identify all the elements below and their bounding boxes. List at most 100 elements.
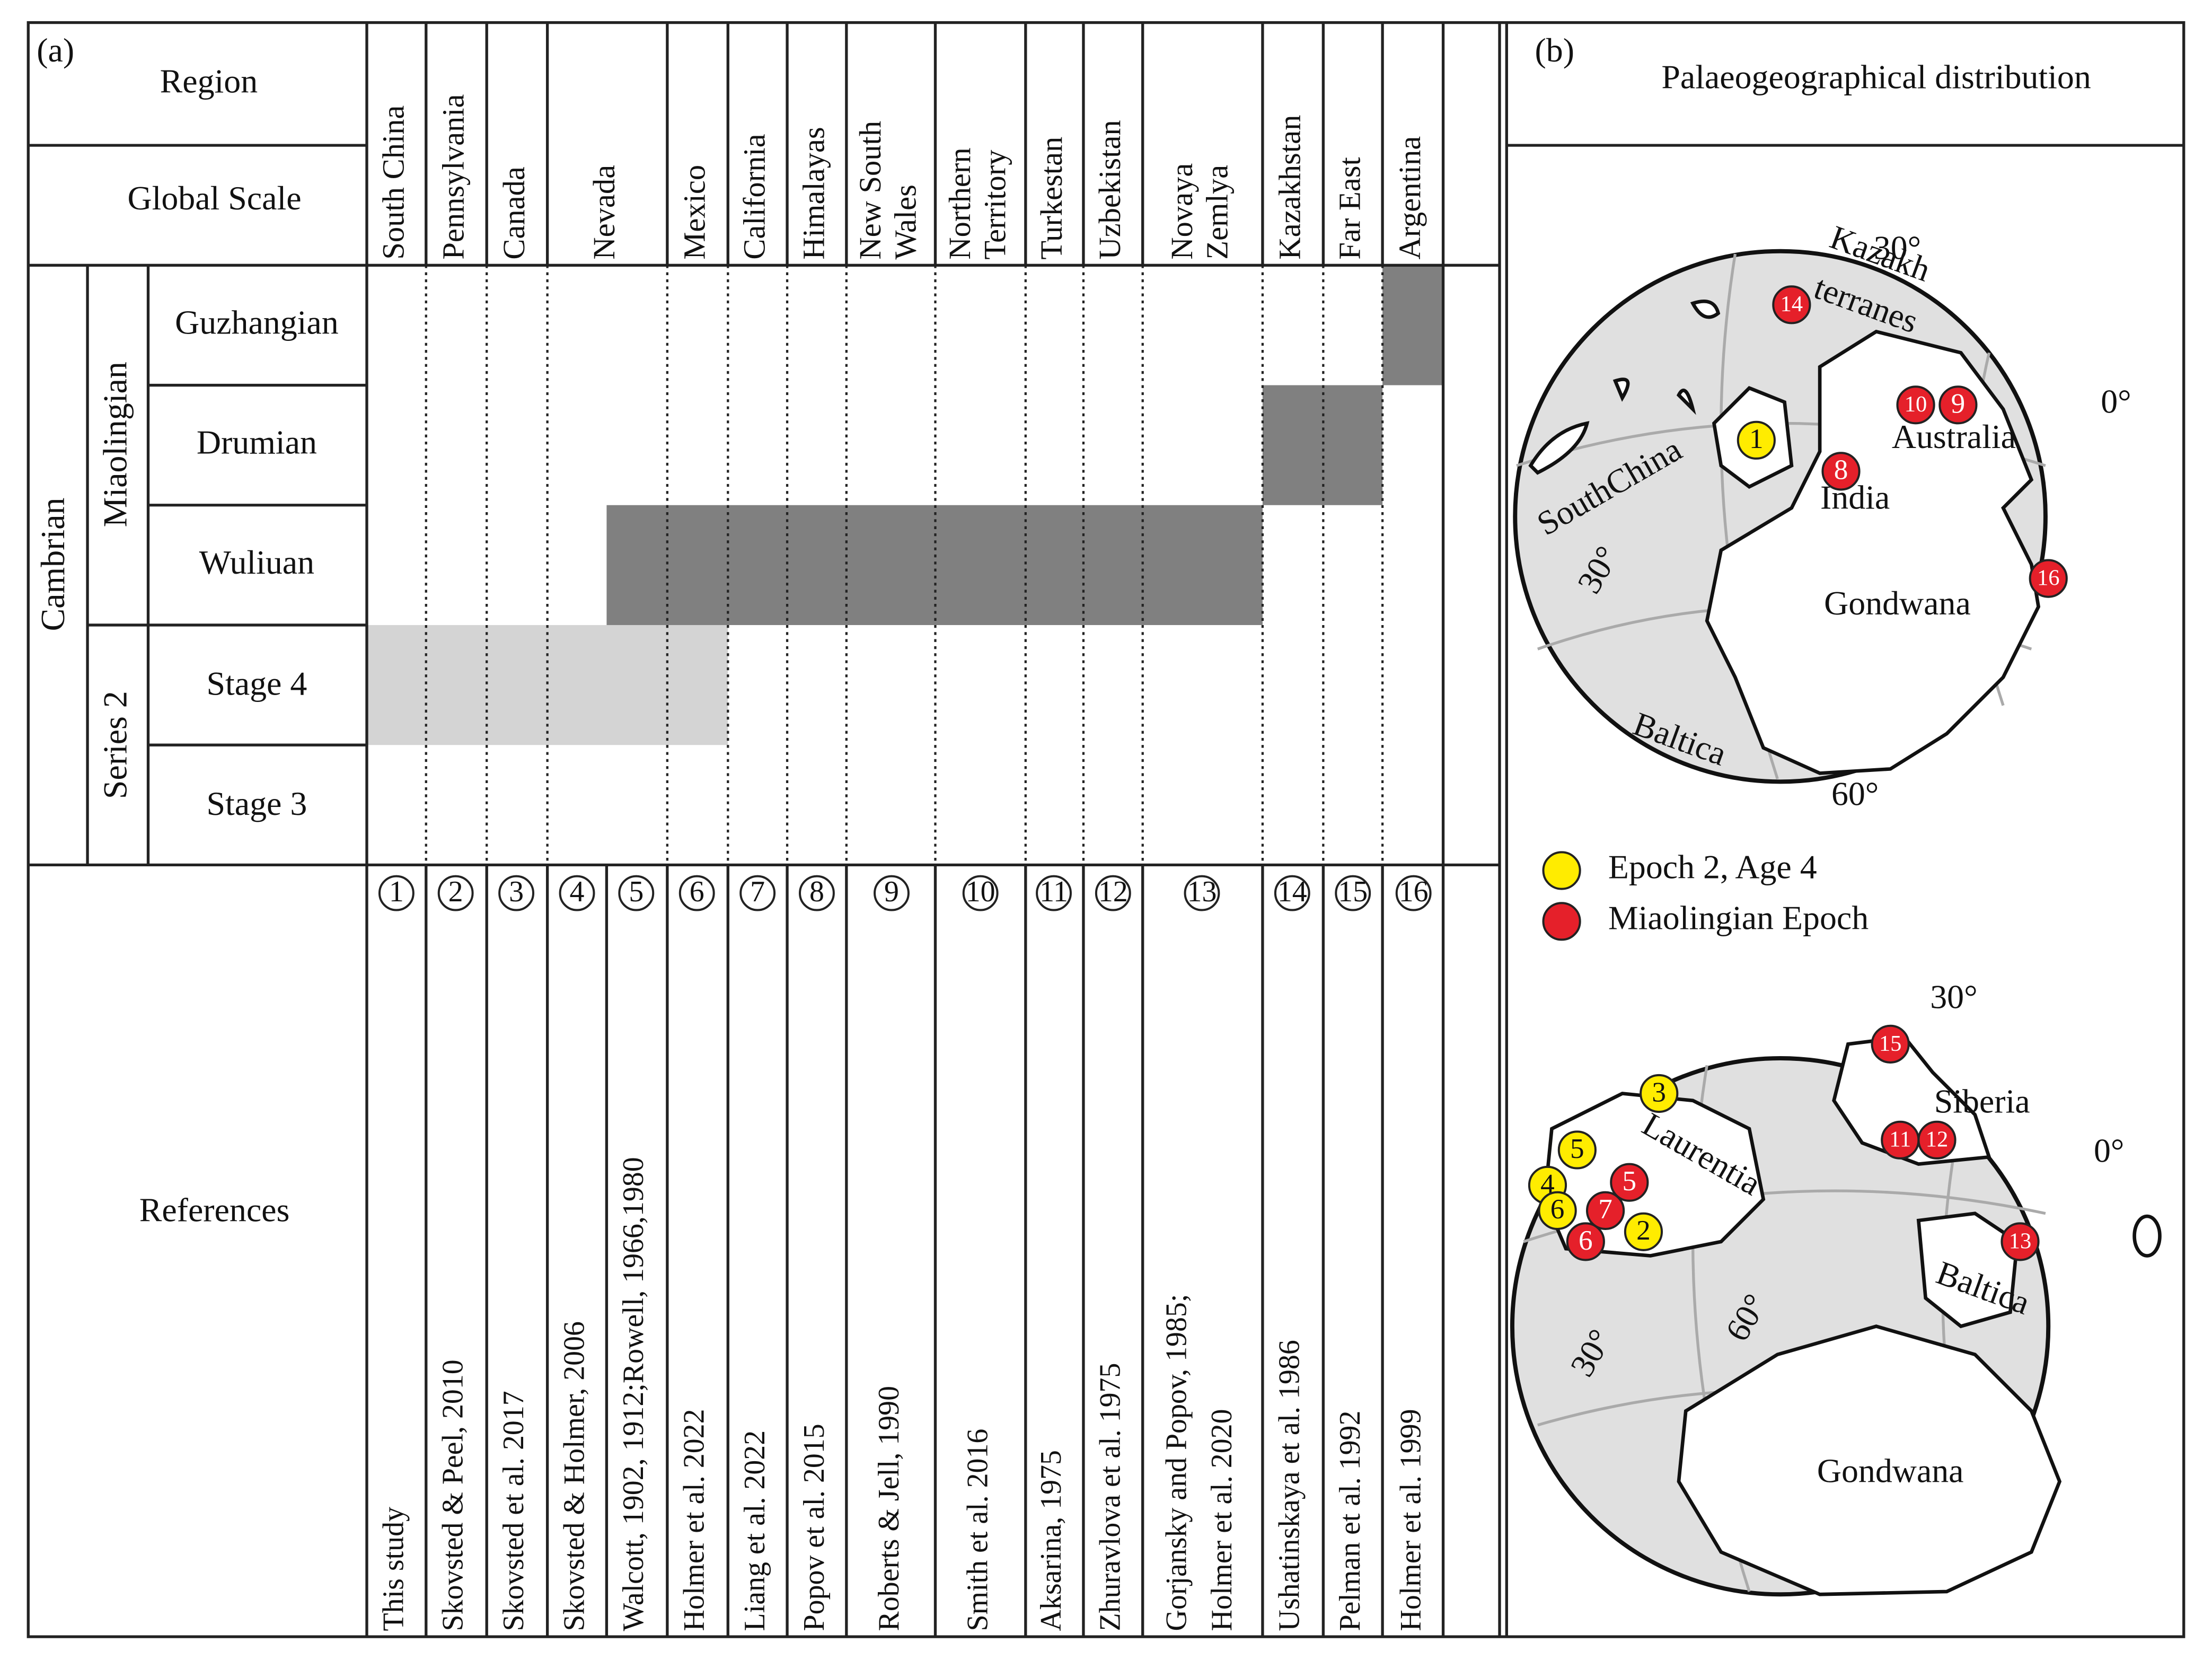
stage: Guzhangian — [175, 303, 339, 341]
ref-circle — [874, 875, 910, 911]
locality — [1896, 385, 1935, 425]
reference: Pelman et al. 1992 — [1334, 1411, 1367, 1631]
locality-number: 13 — [2009, 1228, 2032, 1253]
series: Miaolingian — [96, 362, 134, 527]
locality-number: 15 — [1879, 1031, 1902, 1056]
frame — [27, 21, 2185, 1638]
locality — [1586, 1191, 1625, 1230]
legend-label: Miaolingian Epoch — [1608, 899, 1869, 936]
legend-marker — [1542, 902, 1581, 941]
locality-number: 6 — [1550, 1193, 1565, 1225]
region: Far East — [1333, 157, 1367, 259]
reference: This study — [377, 1507, 410, 1631]
header: Region — [160, 62, 258, 100]
legend-label: Epoch 2, Age 4 — [1608, 848, 1817, 886]
ref-circle — [1036, 875, 1072, 911]
ref-circle — [1184, 875, 1220, 911]
ref-number: 10 — [966, 875, 995, 908]
ref-circle — [962, 875, 999, 911]
map-label: 0° — [2094, 1132, 2124, 1170]
region: Himalayas — [796, 127, 831, 259]
globe — [1513, 249, 2048, 784]
locality-number: 6 — [1579, 1225, 1593, 1256]
reference: Popov et al. 2015 — [798, 1424, 831, 1631]
reference: Skovsted & Peel, 2010 — [436, 1359, 469, 1631]
region: Northern — [942, 147, 977, 259]
ref-number: 1 — [389, 875, 404, 908]
stage: Wuliuan — [199, 543, 314, 581]
ref-number: 8 — [809, 875, 824, 908]
range-bar — [366, 625, 728, 745]
locality-number: 5 — [1570, 1133, 1584, 1164]
locality — [1772, 285, 1811, 324]
locality-number: 16 — [2037, 566, 2060, 591]
locality-number: 7 — [1598, 1193, 1612, 1225]
locality — [1871, 1024, 1910, 1064]
ref-number: 9 — [884, 875, 899, 908]
region: New South — [853, 121, 887, 260]
header: Global Scale — [128, 179, 302, 217]
region: Territory — [977, 150, 1012, 260]
ref-number: 3 — [509, 875, 524, 908]
locality — [1917, 1120, 1957, 1160]
ref-number: 6 — [690, 875, 704, 908]
region: Novaya — [1165, 163, 1199, 260]
region: Wales — [888, 185, 922, 260]
map-label: Gondwana — [1817, 1452, 1964, 1490]
ref-number: 11 — [1039, 875, 1068, 908]
map-label: 0° — [2101, 382, 2131, 420]
globe — [1510, 1035, 2162, 1597]
locality — [1557, 1130, 1597, 1170]
region: Pennsylvania — [436, 94, 470, 260]
map-label: 60° — [1831, 775, 1879, 812]
ref-number: 15 — [1338, 875, 1368, 908]
reference: Holmer et al. 2022 — [678, 1409, 711, 1631]
ref-circle — [678, 875, 715, 911]
reference: Skovsted & Holmer, 2006 — [558, 1321, 591, 1631]
locality — [1538, 1191, 1577, 1230]
stage: Stage 3 — [207, 785, 307, 822]
references-label: References — [139, 1191, 290, 1228]
reference: Aksarina, 1975 — [1035, 1450, 1068, 1631]
locality — [1821, 452, 1861, 491]
map-label: Siberia — [1934, 1082, 2030, 1120]
region: Kazakhstan — [1273, 115, 1307, 260]
ref-number: 13 — [1187, 875, 1217, 908]
map-label: 30° — [1930, 978, 1977, 1016]
locality — [2001, 1222, 2040, 1261]
region: South China — [376, 106, 410, 260]
panel-label: (b) — [1535, 31, 1574, 69]
panel-title: Palaeogeographical distribution — [1661, 58, 2091, 95]
ref-circle — [739, 875, 776, 911]
locality-number: 8 — [1834, 454, 1848, 486]
ref-number: 16 — [1399, 875, 1429, 908]
region: Canada — [497, 166, 531, 260]
locality-number: 10 — [1905, 392, 1927, 417]
range-bar — [606, 505, 1263, 625]
range-bar — [1262, 385, 1383, 505]
locality-number: 9 — [1951, 388, 1966, 419]
region: California — [737, 134, 772, 259]
locality — [1737, 420, 1776, 460]
ref-circle — [1335, 875, 1371, 911]
ref-circle — [618, 875, 655, 911]
reference: Ushatinskaya et al. 1986 — [1273, 1340, 1306, 1631]
locality-number: 5 — [1623, 1165, 1637, 1197]
region: Zemlya — [1200, 165, 1235, 260]
locality-number: 1 — [1749, 423, 1764, 454]
ref-circle — [1095, 875, 1131, 911]
ref-number: 5 — [629, 875, 644, 908]
ref-circle — [437, 875, 474, 911]
reference: Holmer et al. 1999 — [1394, 1409, 1427, 1631]
locality — [2029, 559, 2068, 598]
ref-circle — [559, 875, 595, 911]
reference: Smith et al. 2016 — [961, 1429, 994, 1631]
locality — [1624, 1212, 1663, 1251]
ref-number: 14 — [1277, 875, 1307, 908]
ref-number: 4 — [570, 875, 585, 908]
ref-circle — [378, 875, 415, 911]
locality-number: 14 — [1781, 292, 1803, 317]
stage: Stage 4 — [207, 665, 307, 702]
stage: Drumian — [197, 424, 317, 461]
